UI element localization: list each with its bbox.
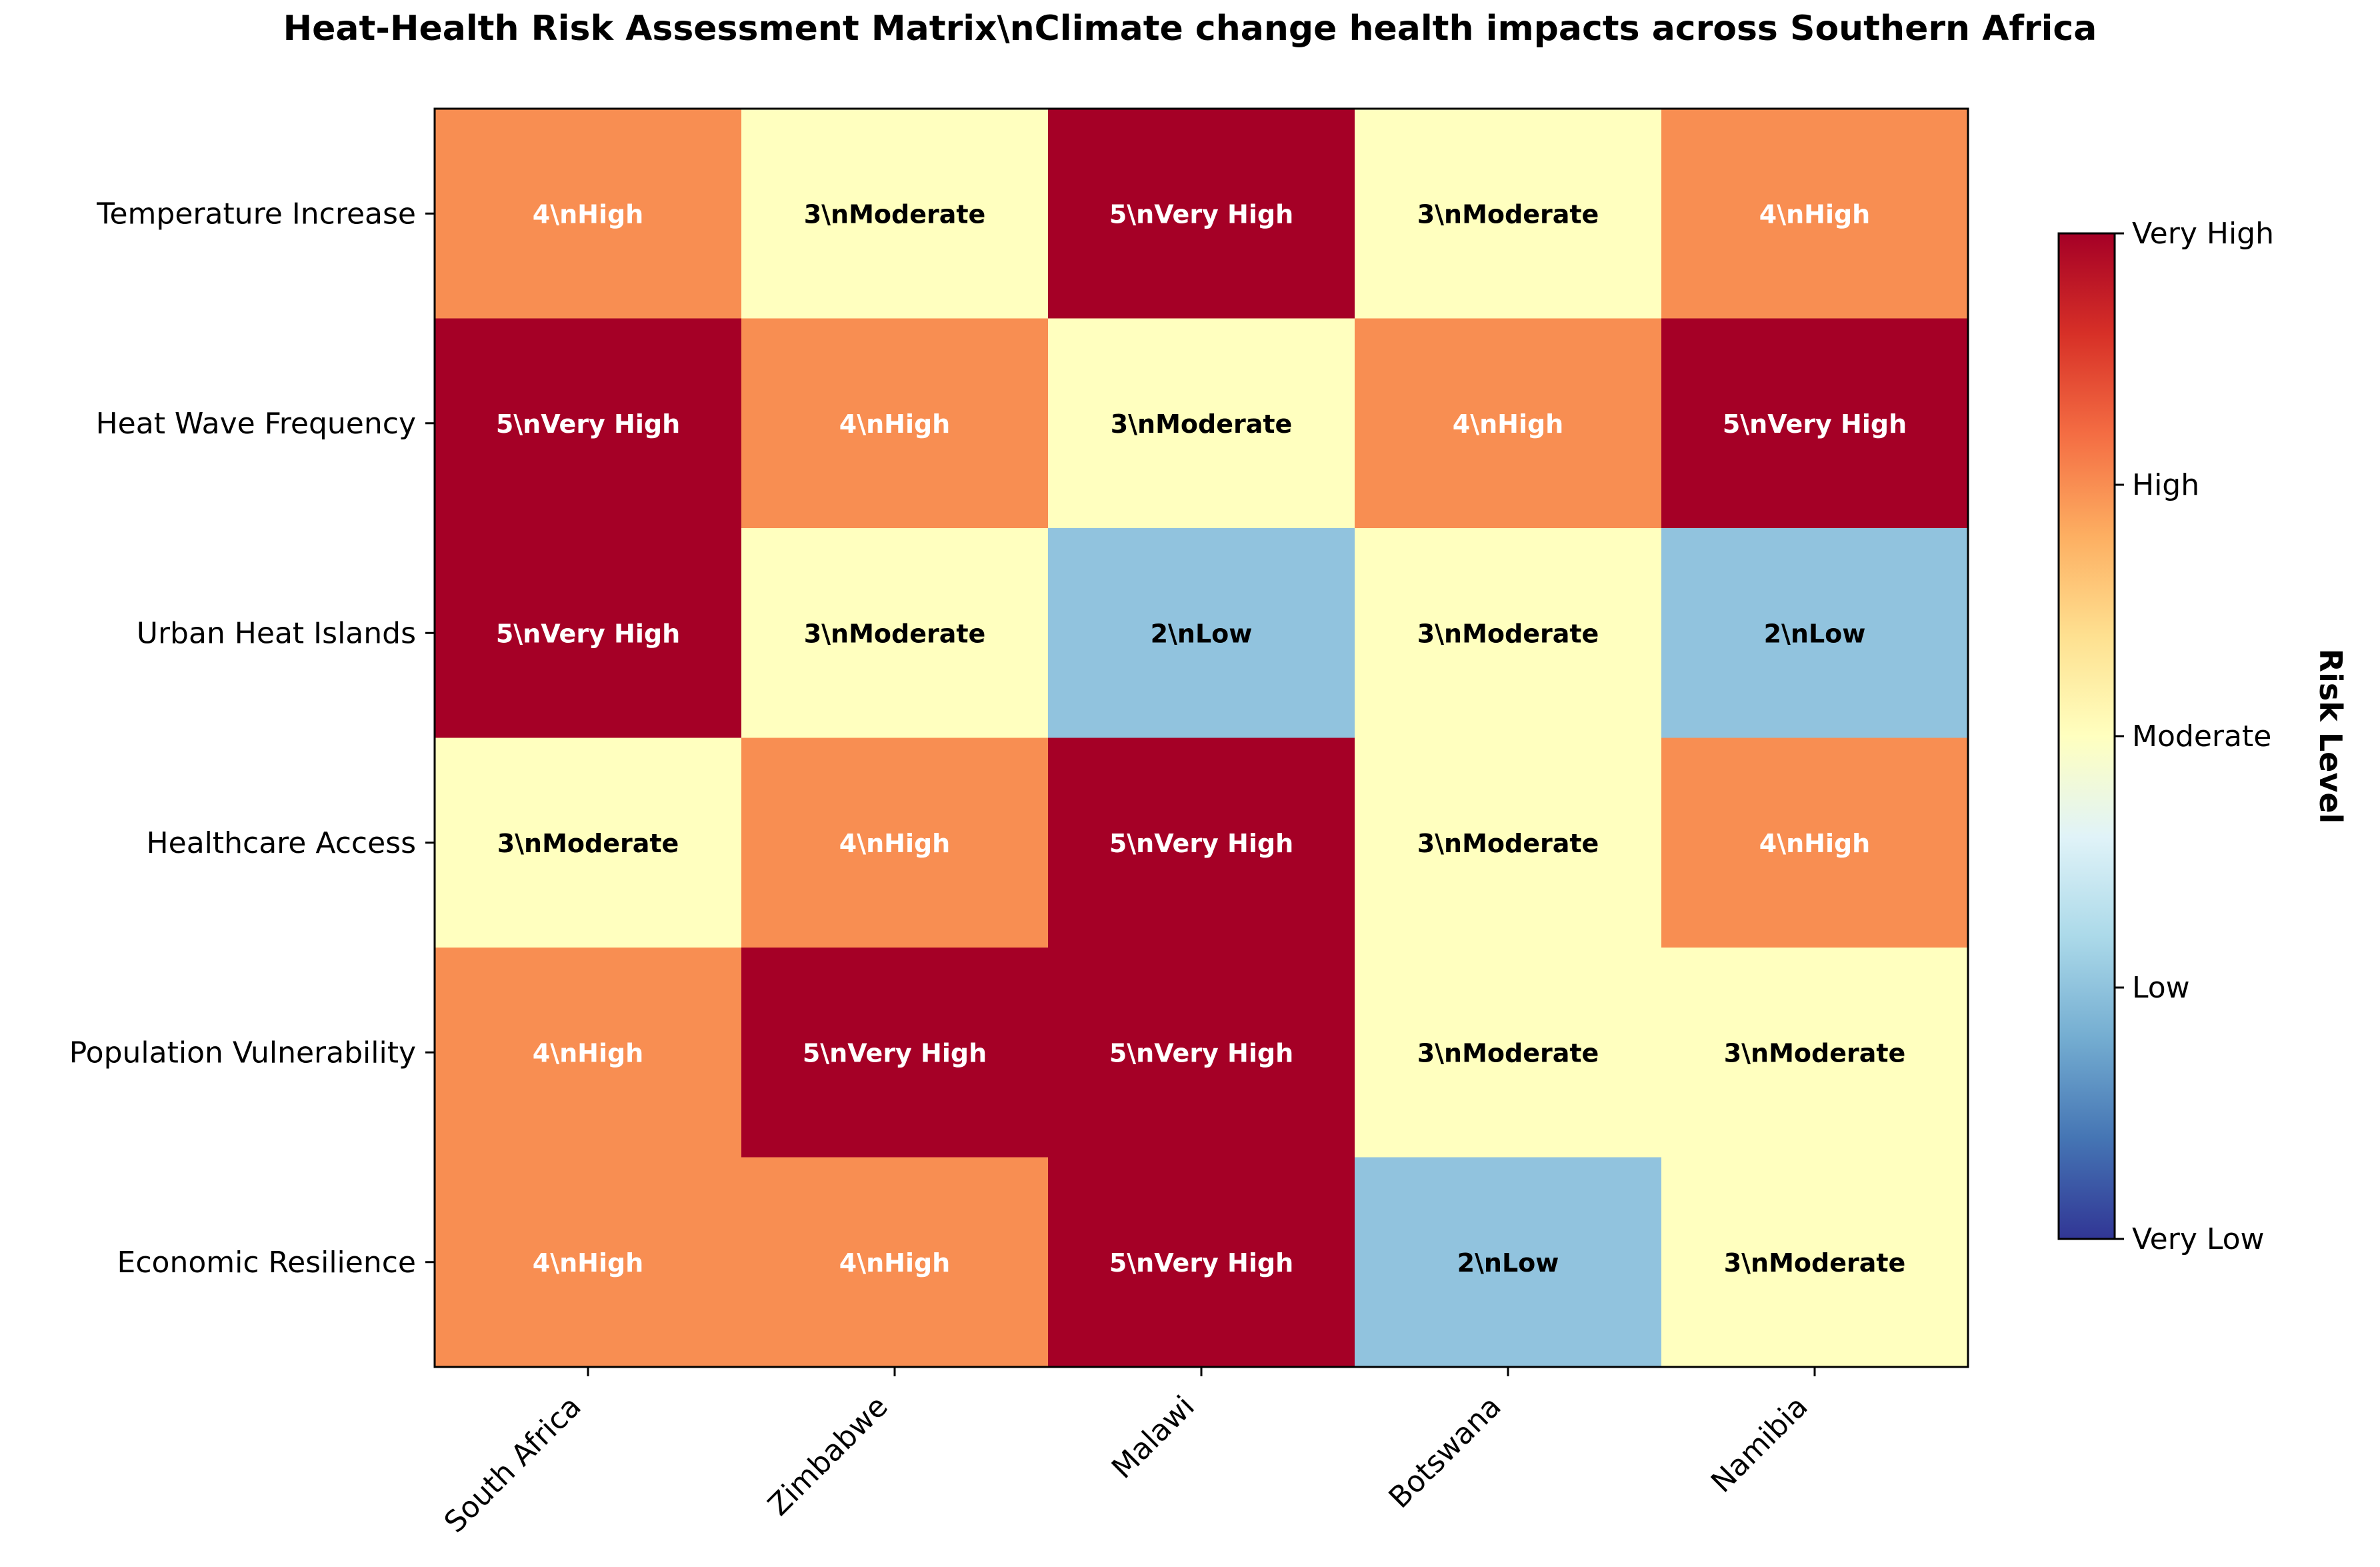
cell-label: 5\nVery High [1723,409,1907,439]
heatmap-cell [1048,737,1355,948]
heatmap-cell [1355,528,1662,738]
cell-label: 4\nHigh [839,829,950,858]
heatmap-cell [1355,109,1662,319]
cell-label: 3\nModerate [1111,409,1293,439]
heatmap-cell [1048,318,1355,529]
y-tick-label: Population Vulnerability [69,1036,416,1070]
heatmap-cell [435,1157,742,1368]
y-tick-label: Urban Heat Islands [137,616,416,650]
chart-title: Heat-Health Risk Assessment Matrix\nClim… [283,9,2097,49]
heatmap-cell [1661,737,1969,948]
cell-label: 2\nLow [1457,1248,1559,1278]
heatmap-cell [1048,1157,1355,1368]
colorbar-tick-label: Very Low [2132,1222,2265,1256]
heatmap-cell [1355,318,1662,529]
cell-label: 5\nVery High [803,1038,987,1068]
colorbar-tick-label: High [2132,468,2199,502]
heatmap-cell [435,109,742,319]
cell-label: 5\nVery High [496,619,680,648]
x-axis: South Africa Zimbabwe Malawi Botswana Namibi… [438,1367,1816,1540]
heatmap-cell-labels: 4\nHigh 3\nModerate 5\nVery High 3\nModerat… [496,199,1907,1278]
heatmap-cell [1048,948,1355,1158]
cell-label: 4\nHigh [1759,829,1870,858]
heatmap-cell [435,318,742,529]
heatmap-cell [1661,109,1969,319]
cell-label: 4\nHigh [1759,199,1870,229]
heatmap-cell [741,109,1049,319]
x-tick-label: Namibia [1705,1390,1815,1500]
heatmap-cell [1355,948,1662,1158]
heatmap-cell [1661,948,1969,1158]
heatmap-cell [741,948,1049,1158]
heatmap-cell [741,737,1049,948]
x-tick-label: Botswana [1383,1390,1508,1515]
heatmap-cell [1661,318,1969,529]
cell-label: 4\nHigh [533,1248,643,1278]
x-tick-label: Zimbabwe [761,1390,894,1522]
y-tick-label: Heat Wave Frequency [96,407,416,441]
cell-label: 5\nVery High [1109,199,1293,229]
heatmap-cell [741,318,1049,529]
cell-label: 3\nModerate [1724,1038,1906,1068]
heatmap-cell [435,948,742,1158]
x-tick-label: South Africa [438,1390,588,1540]
cell-label: 3\nModerate [1417,619,1599,648]
y-tick-label: Temperature Increase [96,197,416,231]
cell-label: 4\nHigh [533,199,643,229]
cell-label: 4\nHigh [839,409,950,439]
colorbar-tick-label: Very High [2132,217,2274,251]
colorbar-tick-label: Low [2132,971,2190,1005]
cell-label: 4\nHigh [533,1038,643,1068]
colorbar-label: Risk Level [2313,649,2349,824]
x-tick-label: Malawi [1105,1390,1201,1486]
cell-label: 4\nHigh [1453,409,1563,439]
cell-label: 5\nVery High [1109,1248,1293,1278]
y-tick-label: Economic Resilience [117,1246,416,1280]
cell-label: 3\nModerate [1417,829,1599,858]
heatmap-cell [741,528,1049,738]
colorbar: Very Low Low Moderate High Very High Risk Lev… [2057,217,2349,1256]
heatmap-cell [1048,109,1355,319]
heatmap-cell [435,528,742,738]
heatmap-cell [1661,528,1969,738]
cell-label: 3\nModerate [1724,1248,1906,1278]
cell-label: 2\nLow [1764,619,1866,648]
cell-label: 3\nModerate [1417,1038,1599,1068]
heatmap-cell [1048,528,1355,738]
y-tick-label: Healthcare Access [147,826,416,860]
cell-label: 5\nVery High [1109,829,1293,858]
cell-label: 3\nModerate [497,829,679,858]
y-axis: Temperature Increase Heat Wave Frequency U… [69,197,435,1280]
cell-label: 3\nModerate [804,619,986,648]
heatmap-cell [1355,1157,1662,1368]
heatmap-cell [1661,1157,1969,1368]
cell-label: 4\nHigh [839,1248,950,1278]
cell-label: 5\nVery High [496,409,680,439]
colorbar-tick-label: Moderate [2132,719,2271,753]
cell-label: 5\nVery High [1109,1038,1293,1068]
heatmap-cell [435,737,742,948]
heatmap-cell [741,1157,1049,1368]
cell-label: 2\nLow [1151,619,1253,648]
heatmap-cell [1355,737,1662,948]
colorbar-gradient [2057,232,2116,1240]
heatmap-cells [435,109,1969,1368]
cell-label: 3\nModerate [1417,199,1599,229]
cell-label: 3\nModerate [804,199,986,229]
